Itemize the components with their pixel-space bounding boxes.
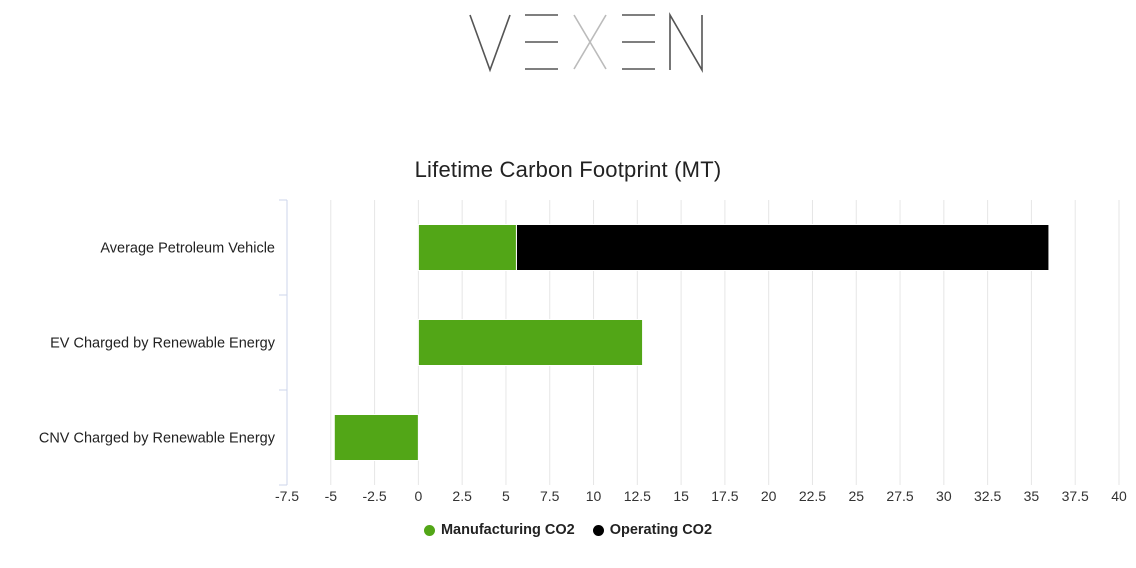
x-tick-label: 5 <box>502 488 510 504</box>
x-tick-label: 12.5 <box>624 488 651 504</box>
legend-dot-icon <box>423 524 435 536</box>
bar-manufacturing-co2[interactable] <box>417 224 517 271</box>
legend-item[interactable]: Manufacturing CO2 <box>423 522 575 538</box>
bar-operating-co2[interactable] <box>515 224 1050 271</box>
x-tick-label: -7.5 <box>275 488 299 504</box>
legend-item[interactable]: Operating CO2 <box>592 522 713 538</box>
bars <box>333 224 1050 461</box>
legend-label: Manufacturing CO2 <box>440 522 575 538</box>
legend: Manufacturing CO2 Operating CO2 <box>0 522 1136 538</box>
x-tick-label: 40 <box>1111 488 1127 504</box>
legend-dot-icon <box>592 524 604 536</box>
x-tick-label: 25 <box>848 488 864 504</box>
category-label: EV Charged by Renewable Energy <box>50 336 276 352</box>
x-tick-label: 27.5 <box>886 488 913 504</box>
x-tick-label: 37.5 <box>1062 488 1089 504</box>
x-tick-label: -5 <box>325 488 338 504</box>
category-label: Average Petroleum Vehicle <box>100 241 275 257</box>
vexen-logo <box>469 12 703 73</box>
x-tick-label: 17.5 <box>711 488 738 504</box>
x-tick-label: 0 <box>414 488 422 504</box>
x-tick-label: 7.5 <box>540 488 560 504</box>
bar-manufacturing-co2[interactable] <box>417 319 644 366</box>
x-tick-label: -2.5 <box>363 488 387 504</box>
bar-manufacturing-co2[interactable] <box>333 414 419 461</box>
x-tick-label: 15 <box>673 488 689 504</box>
x-tick-label: 32.5 <box>974 488 1001 504</box>
category-label: CNV Charged by Renewable Energy <box>39 431 276 447</box>
x-tick-label: 30 <box>936 488 952 504</box>
x-axis-ticks: -7.5 -5 -2.5 0 2.5 5 7.5 10 12.5 15 17.5 20 22.5 25 27… <box>275 488 1127 504</box>
x-tick-label: 22.5 <box>799 488 826 504</box>
x-tick-label: 10 <box>586 488 602 504</box>
x-tick-label: 20 <box>761 488 777 504</box>
chart-title: Lifetime Carbon Footprint (MT) <box>414 157 722 182</box>
x-tick-label: 35 <box>1024 488 1040 504</box>
category-labels: Average Petroleum Vehicle EV Charged by R… <box>39 241 276 447</box>
legend-label: Operating CO2 <box>609 522 713 538</box>
x-tick-label: 2.5 <box>452 488 472 504</box>
